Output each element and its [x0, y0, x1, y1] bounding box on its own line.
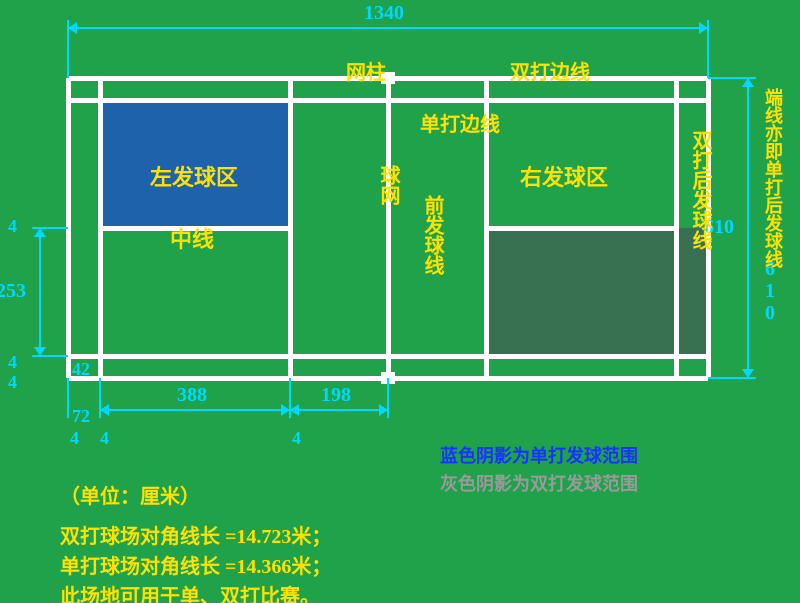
dim-ext	[708, 77, 748, 79]
dim-ext	[99, 378, 101, 418]
note-unit: （单位：厘米）	[60, 480, 200, 509]
label-right-service: 右发球区	[520, 160, 608, 192]
dim-ext	[40, 227, 68, 229]
label-singles-sideline: 单打边线	[420, 108, 500, 137]
dim-arrow	[100, 404, 109, 416]
label-left-service: 左发球区	[150, 160, 238, 192]
dim-4: 4	[70, 428, 79, 449]
label-front-service: 前发球线	[418, 195, 447, 275]
dim-arrow	[34, 228, 46, 237]
note-blue: 蓝色阴影为单打发球范围	[440, 442, 638, 468]
dim-line	[39, 228, 41, 356]
dim-4: 4	[8, 372, 17, 393]
dim-line	[100, 409, 290, 411]
note-singles-diag: 单打球场对角线长 =14.366米；	[60, 550, 331, 579]
label-doubles-sideline: 双打边线	[510, 56, 590, 85]
dim-ext	[67, 28, 69, 78]
net-line	[386, 78, 391, 378]
dim-4: 4	[8, 352, 17, 373]
dim-arrow	[290, 404, 299, 416]
dim-ext	[67, 378, 69, 418]
dim-line	[290, 409, 388, 411]
dim-4: 4	[8, 216, 17, 237]
dim-ext	[40, 355, 68, 357]
label-doubles-back-service: 双打后发球线	[686, 130, 715, 250]
dim-arrow	[742, 78, 754, 87]
note-usage: 此场地可用于单、双打比赛。	[60, 580, 320, 603]
midline-right	[486, 226, 676, 231]
label-net: 球网	[374, 165, 403, 205]
dim-ext	[708, 377, 748, 379]
dim-ext	[289, 378, 291, 418]
dim-1340: 1340	[364, 2, 404, 25]
label-midline: 中线	[170, 222, 214, 254]
dim-253: 253	[0, 280, 26, 303]
dim-ext	[387, 378, 389, 418]
dim-388: 388	[177, 384, 207, 407]
dim-line	[747, 78, 749, 378]
dim-arrow	[68, 22, 77, 34]
dim-4: 4	[292, 428, 301, 449]
dim-42: 42	[72, 359, 90, 380]
dim-72: 72	[72, 406, 90, 427]
label-net-post: 网柱	[346, 56, 386, 85]
note-gray: 灰色阴影为双打发球范围	[440, 470, 638, 496]
label-end-line-note: 端线亦即单打后发球线	[760, 88, 786, 268]
dim-198: 198	[321, 384, 351, 407]
dim-line	[68, 27, 708, 29]
dim-4: 4	[100, 428, 109, 449]
dim-ext	[707, 28, 709, 78]
note-doubles-diag: 双打球场对角线长 =14.723米；	[60, 520, 331, 549]
